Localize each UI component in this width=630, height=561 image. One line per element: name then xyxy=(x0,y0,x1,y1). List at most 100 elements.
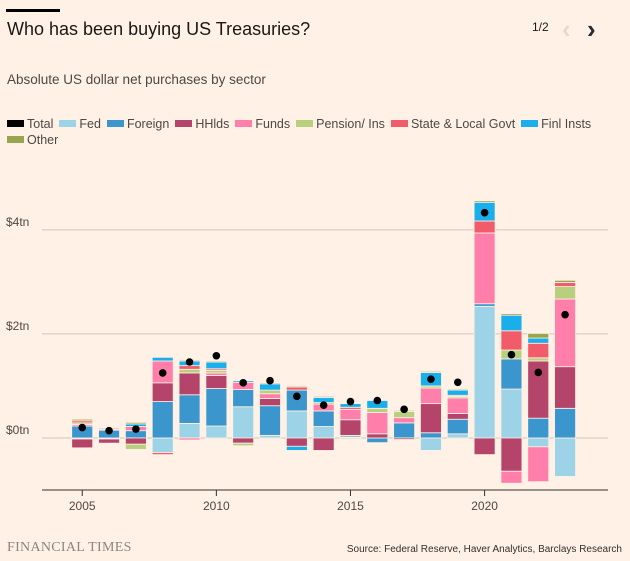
legend-swatch xyxy=(390,120,408,127)
legend-item: Fed xyxy=(59,116,101,132)
legend-item: Funds xyxy=(235,116,290,132)
legend-swatch xyxy=(106,120,124,127)
bar-segment xyxy=(151,452,174,456)
legend-item: Pension/ Ins xyxy=(296,116,385,132)
bar-segment xyxy=(178,368,201,374)
bar-segment xyxy=(285,437,308,447)
legend-swatch xyxy=(521,120,539,127)
bar-segment xyxy=(527,417,550,439)
bar-segment xyxy=(473,305,496,439)
legend-label: Pension/ Ins xyxy=(316,117,385,131)
bar-segment xyxy=(446,388,469,391)
bar-segment xyxy=(339,437,362,440)
bar-segment xyxy=(205,361,228,370)
y-tick-label: $2tn xyxy=(6,319,29,333)
legend-item: Foreign xyxy=(106,116,170,132)
legend-item: State & Local Govt xyxy=(390,116,516,132)
bar-segment xyxy=(339,419,362,436)
bar-segment xyxy=(527,437,550,448)
bar-segment xyxy=(312,426,335,439)
bar-segment xyxy=(554,366,576,409)
bar-segment xyxy=(554,298,576,368)
bar-segment xyxy=(285,386,308,391)
bar-segment xyxy=(71,438,94,449)
bar-segment xyxy=(500,314,523,332)
bar-segment xyxy=(473,200,496,203)
x-tick-label: 2010 xyxy=(203,499,230,513)
total-dot xyxy=(132,425,140,433)
legend-item: Total xyxy=(7,116,53,132)
legend-item: HHlds xyxy=(175,116,229,132)
legend-label: State & Local Govt xyxy=(410,117,516,131)
bar-segment xyxy=(366,433,389,439)
bar-segment xyxy=(205,425,228,439)
bar-segment xyxy=(554,286,576,300)
bar-segment xyxy=(205,360,228,363)
bar-segment xyxy=(554,407,576,439)
bar-segment xyxy=(527,337,550,344)
bar-segment xyxy=(178,422,201,439)
bar-segment xyxy=(205,388,228,427)
legend-swatch xyxy=(7,136,24,143)
total-dot xyxy=(400,405,408,414)
bar-segment xyxy=(527,332,550,339)
total-dot xyxy=(561,310,569,319)
total-dot xyxy=(158,369,167,377)
bar-segment xyxy=(124,421,147,425)
bar-segment xyxy=(527,357,550,362)
chevron-left-icon[interactable]: ‹ xyxy=(562,14,571,44)
legend-label: Foreign xyxy=(126,117,170,131)
bar-segment xyxy=(151,356,174,362)
ft-logo: FINANCIAL TIMES xyxy=(7,540,132,555)
total-dot xyxy=(453,378,462,387)
legend-label: Other xyxy=(27,133,59,147)
bar-segment xyxy=(393,417,416,424)
legend-swatch xyxy=(296,120,314,127)
bar-segment xyxy=(366,407,389,413)
bar-segment xyxy=(312,437,335,451)
total-dot xyxy=(319,401,328,409)
chart-title: Who has been buying US Treasuries? xyxy=(7,19,311,39)
bar-segment xyxy=(259,393,281,399)
bar-segment xyxy=(420,370,442,373)
total-dot xyxy=(78,423,87,432)
bar-segment xyxy=(500,313,523,316)
total-dot xyxy=(266,376,274,385)
bar-segment xyxy=(500,470,523,484)
legend-swatch xyxy=(7,120,24,127)
bar-segment xyxy=(151,382,174,402)
total-dot xyxy=(239,379,247,387)
x-tick-label: 2020 xyxy=(471,499,498,513)
bar-segment xyxy=(71,418,94,422)
bar-segment xyxy=(232,406,255,439)
total-dot xyxy=(507,350,516,359)
bar-segment xyxy=(554,281,576,287)
total-dot xyxy=(346,397,355,406)
bar-segment xyxy=(366,437,389,444)
bar-segment xyxy=(500,388,523,439)
bar-segment xyxy=(259,389,281,395)
bar-segment xyxy=(312,410,335,427)
legend: Total Fed Foreign HHlds Funds Pension/ Ins Sta… xyxy=(7,116,617,148)
bar-segment xyxy=(259,383,281,391)
legend-swatch xyxy=(59,120,77,127)
total-dot xyxy=(480,208,489,217)
chevron-right-icon[interactable]: › xyxy=(587,14,596,44)
legend-item: Finl Insts xyxy=(521,116,591,132)
bar-segment xyxy=(232,437,255,444)
total-dot xyxy=(373,396,382,405)
bar-segment xyxy=(500,330,523,351)
legend-item: Other xyxy=(7,132,58,148)
bar-segment xyxy=(205,375,228,389)
bar-segment xyxy=(554,437,576,477)
bar-segment xyxy=(124,437,147,445)
bar-segment xyxy=(312,395,335,398)
chart: $0tn $2tn $4tn 2005 2010 2015 2020 xyxy=(6,200,608,513)
x-tick-label: 2005 xyxy=(69,499,96,513)
bar-segment xyxy=(98,438,120,444)
bar-segment xyxy=(178,372,201,396)
bar-segment xyxy=(232,442,255,447)
bar-segment xyxy=(527,342,550,359)
bar-segment xyxy=(446,389,469,396)
total-dot xyxy=(212,351,221,360)
